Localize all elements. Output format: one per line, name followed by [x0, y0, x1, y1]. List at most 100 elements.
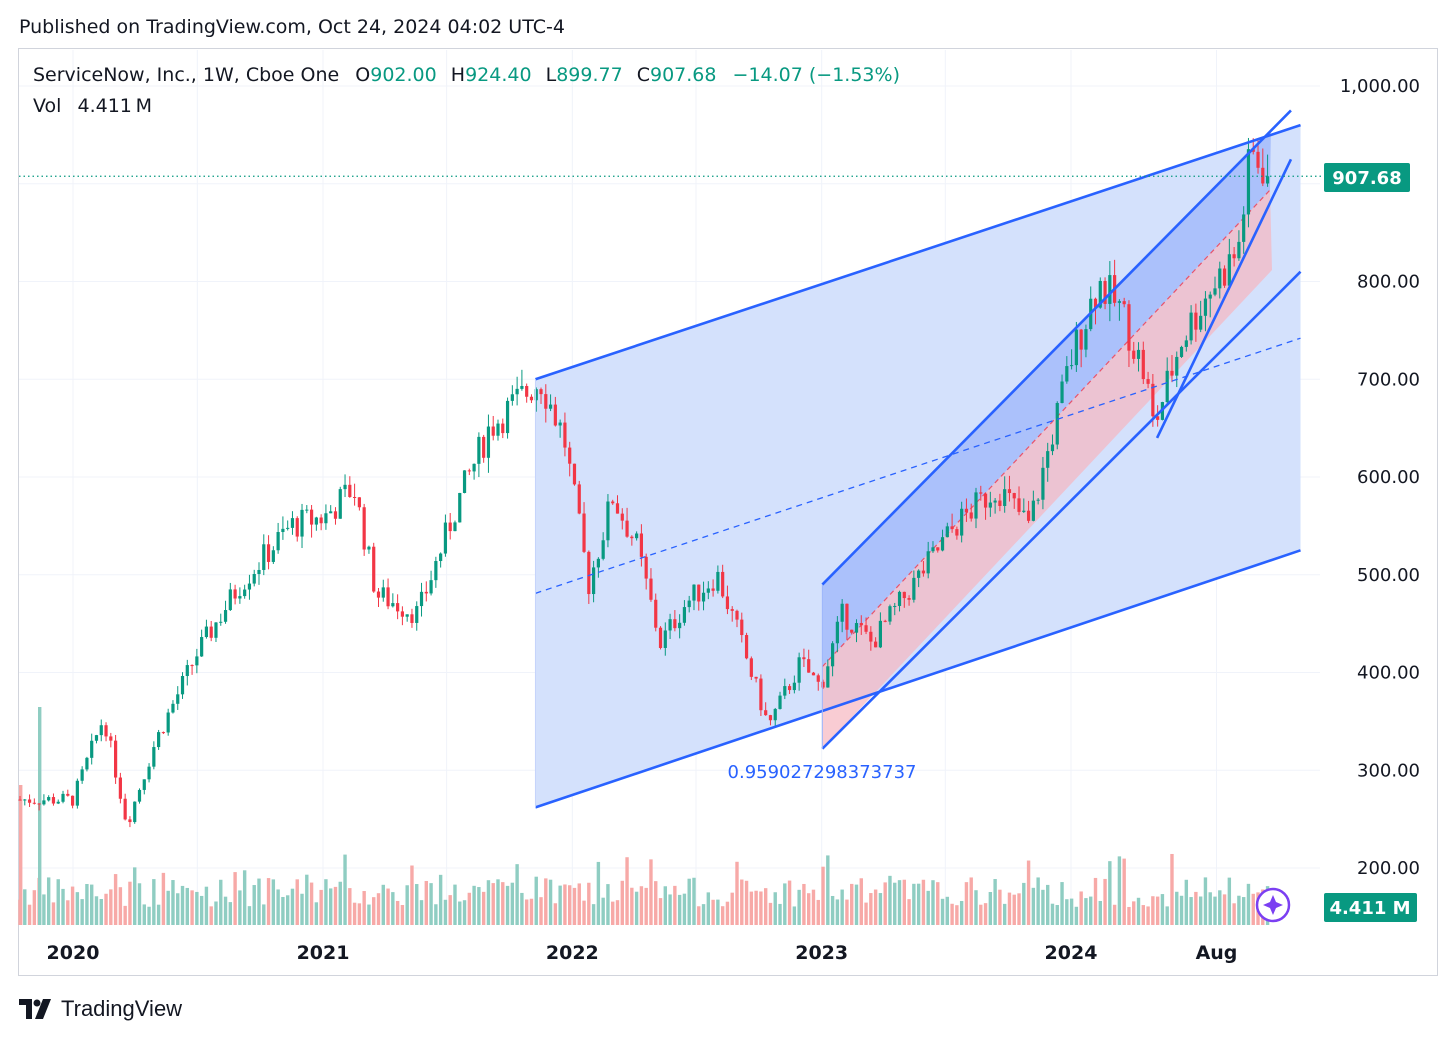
- volume-bar: [38, 707, 42, 925]
- published-caption: Published on TradingView.com, Oct 24, 20…: [19, 16, 565, 38]
- volume-bar: [166, 890, 170, 925]
- candle-body: [639, 533, 643, 557]
- candle-body: [821, 681, 825, 688]
- volume-bars: [18, 707, 1270, 925]
- volume-bar: [515, 864, 519, 925]
- assistant-icon[interactable]: [1255, 887, 1291, 923]
- volume-bar: [1194, 891, 1198, 925]
- candle-body: [1213, 288, 1217, 295]
- candle-body: [907, 598, 911, 600]
- candle-body: [1003, 489, 1007, 506]
- candle-body: [510, 394, 514, 401]
- candle-body: [663, 630, 667, 648]
- volume-bar: [840, 889, 844, 925]
- candle-body: [1261, 167, 1265, 184]
- x-tick-label: 2021: [297, 942, 350, 964]
- volume-bar: [1079, 891, 1083, 925]
- candle-body: [525, 386, 529, 397]
- volume-bar: [950, 903, 954, 925]
- volume-bar: [56, 879, 60, 925]
- volume-bar: [285, 895, 290, 925]
- y-tick-label: 500.00: [1357, 565, 1420, 586]
- volume-bar: [1041, 889, 1045, 925]
- candle-body: [802, 657, 806, 660]
- candle-body: [520, 386, 524, 389]
- close-label: C: [636, 64, 650, 86]
- volume-bar: [367, 904, 371, 925]
- candle-body: [630, 536, 634, 539]
- candle-body: [257, 569, 261, 575]
- candle-body: [90, 740, 94, 758]
- candle-body: [1203, 298, 1208, 316]
- volume-bar: [266, 878, 271, 925]
- volume-bar: [768, 902, 773, 925]
- y-tick-label: 800.00: [1357, 272, 1420, 293]
- candle-body: [620, 513, 624, 521]
- candle-body: [778, 695, 782, 709]
- outer-channel-median: [535, 337, 1301, 594]
- candle-body: [1251, 149, 1255, 152]
- candle-body: [1041, 467, 1045, 500]
- volume-bar: [348, 888, 352, 925]
- candle-body: [716, 571, 720, 591]
- candle-body: [687, 600, 691, 608]
- volume-bar: [1203, 877, 1208, 925]
- volume-bar: [1026, 860, 1031, 925]
- inner-channel-lower-fill: [822, 190, 1272, 749]
- candle-body: [247, 583, 252, 590]
- candle-body: [773, 708, 777, 721]
- volume-bar: [1122, 858, 1126, 925]
- volume-bar: [1208, 892, 1212, 925]
- volume-legend: Vol 4.411 M: [33, 95, 152, 117]
- volume-bar: [582, 900, 586, 925]
- volume-bar: [415, 884, 419, 925]
- candle-body: [32, 802, 36, 804]
- change-value: −14.07 (−1.53%): [732, 64, 900, 86]
- volume-bar: [434, 904, 438, 925]
- inner-channel-upper-fill: [822, 130, 1271, 667]
- candle-body: [548, 404, 553, 409]
- candle-body: [878, 620, 882, 648]
- candle-body: [744, 635, 749, 659]
- candle-body: [223, 610, 228, 622]
- candle-body: [1256, 151, 1260, 168]
- candle-body: [491, 426, 495, 436]
- inner-channel-median: [821, 189, 1271, 668]
- volume-bar: [1012, 894, 1016, 925]
- volume-bar: [854, 884, 859, 925]
- candle-body: [386, 587, 390, 607]
- volume-bar: [711, 899, 715, 925]
- candle-body: [195, 656, 199, 666]
- volume-bar: [845, 899, 849, 925]
- volume-bar: [271, 879, 276, 925]
- volume-bar: [926, 890, 930, 925]
- volume-bar: [472, 885, 476, 925]
- candle-body: [1141, 349, 1145, 380]
- volume-bar: [902, 879, 906, 925]
- candle-body: [367, 546, 371, 550]
- candle-body: [983, 493, 988, 508]
- candle-body: [1184, 340, 1188, 347]
- candle-body: [400, 611, 404, 617]
- y-tick-label: 300.00: [1357, 760, 1420, 781]
- candle-body: [157, 732, 161, 748]
- volume-bar: [587, 882, 591, 925]
- volume-bar: [1175, 891, 1179, 925]
- candle-body: [362, 507, 366, 550]
- candle-body: [305, 509, 309, 511]
- volume-bar: [314, 902, 319, 925]
- candle-body: [596, 558, 600, 568]
- volume-bar: [1069, 898, 1074, 925]
- candle-body: [888, 606, 892, 622]
- volume-bar: [1179, 895, 1184, 925]
- volume-bar: [558, 885, 562, 925]
- volume-bar: [873, 889, 878, 925]
- candle-body: [592, 567, 596, 595]
- candle-body: [1175, 356, 1179, 376]
- candle-body: [917, 570, 921, 578]
- candle-body: [333, 511, 338, 519]
- volume-bar: [1170, 853, 1174, 925]
- volume-bar: [601, 897, 605, 925]
- volume-bar: [826, 855, 830, 925]
